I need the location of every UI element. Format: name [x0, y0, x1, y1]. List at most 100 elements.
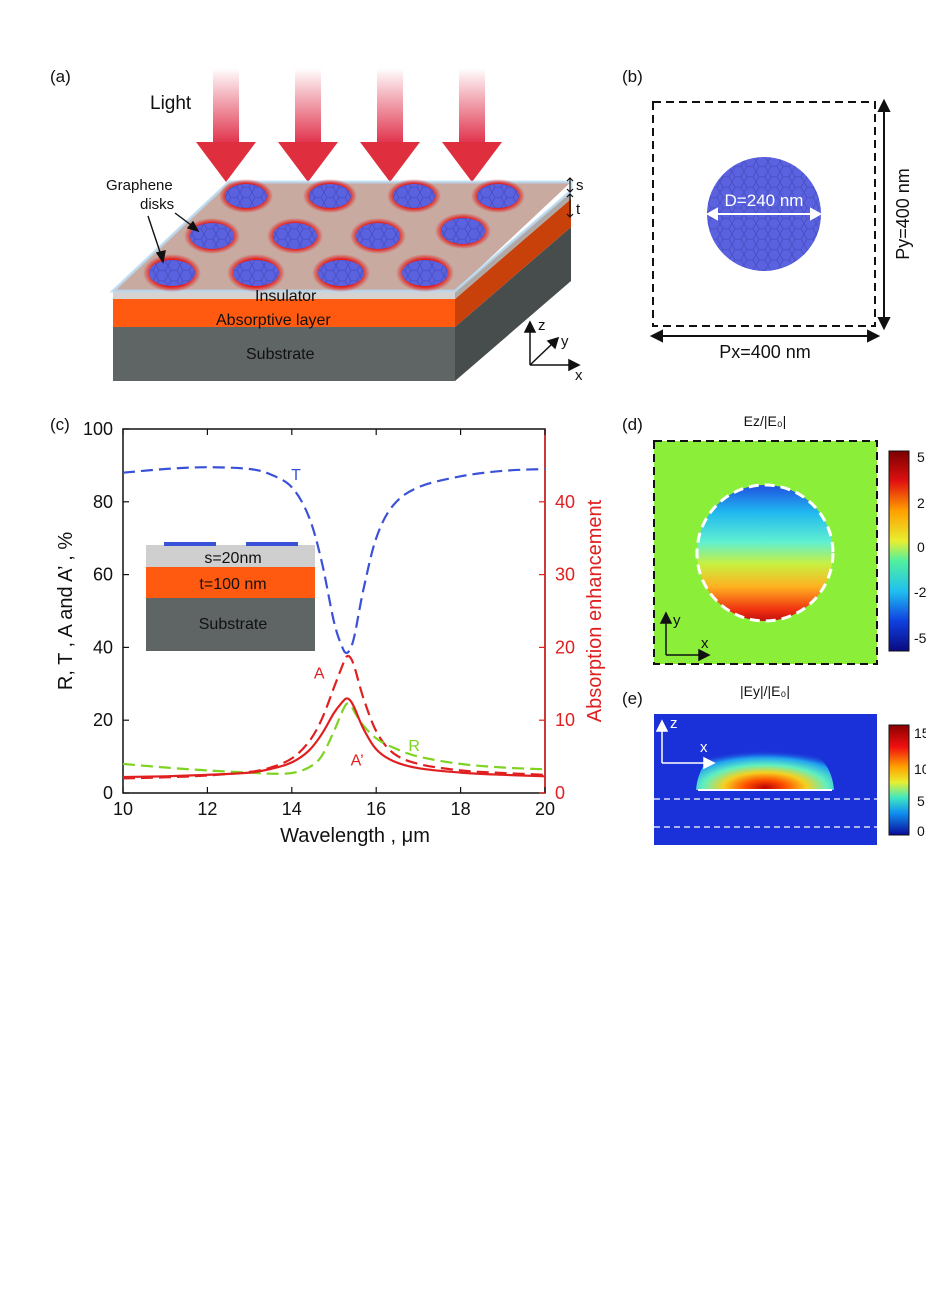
- s-label: s: [576, 177, 584, 194]
- colorbar-d-tick: 0: [917, 539, 925, 555]
- panel-label-c: (c): [50, 415, 70, 434]
- axis-x-label-e: x: [700, 739, 708, 756]
- axes-triad-a: [523, 320, 581, 372]
- panel-label-e: (e): [622, 689, 643, 708]
- colorbar-d-tick: 5: [917, 449, 925, 465]
- y-axis-label: R, T , A and A’ , %: [55, 532, 77, 690]
- x-tick-label: 12: [197, 799, 217, 819]
- graphene-disk: [267, 218, 323, 254]
- field-lobe: [696, 740, 834, 790]
- panel-d: (d) Ez/|E₀| y x 5 2 0 -2 -5: [622, 413, 926, 665]
- x-tick-label: 16: [366, 799, 386, 819]
- y2-tick-label: 0: [555, 783, 565, 803]
- graphene-disk: [184, 218, 240, 254]
- py-label: Py=400 nm: [893, 168, 913, 260]
- inset-s-label: s=20nm: [204, 550, 261, 567]
- x-ticks: 10 12 14 16 18 20: [113, 429, 555, 819]
- colorbar-e: [888, 724, 910, 836]
- panel-e-title: |Ey|/|E₀|: [740, 683, 790, 699]
- y2-ticks: 0 10 20 30 40: [539, 492, 575, 803]
- graphene-label-line2: disks: [140, 196, 174, 213]
- inset-insulator: [146, 545, 315, 567]
- panel-label-d: (d): [622, 415, 643, 434]
- curve-label: A: [314, 665, 325, 682]
- graphene-disk: [350, 218, 406, 254]
- y2-tick-label: 20: [555, 637, 575, 657]
- axis-z-label: z: [538, 317, 546, 334]
- curve-labels: T A R A’: [291, 467, 420, 770]
- graphene-disk: [312, 254, 370, 292]
- graphene-disk: [219, 179, 273, 213]
- graphene-disk: [396, 254, 454, 292]
- inset-disk: [164, 542, 216, 546]
- diameter-label: D=240 nm: [725, 191, 804, 210]
- panel-b: (b) D=240 nm Px=400 nm Py=400 nm: [622, 67, 913, 362]
- axis-z-label-e: z: [670, 715, 678, 732]
- y2-axis-label: Absorption enhancement: [584, 499, 606, 722]
- series-line-a: [122, 654, 546, 780]
- inset-substrate: [146, 598, 315, 651]
- panel-d-title: Ez/|E₀|: [744, 413, 787, 429]
- x-tick-label: 10: [113, 799, 133, 819]
- px-arrow: [649, 329, 881, 343]
- colorbar-e-tick: 5: [917, 793, 925, 809]
- panel-label-b: (b): [622, 67, 643, 86]
- graphene-disk: [435, 213, 491, 249]
- curve-label: T: [291, 467, 301, 484]
- y2-tick-label: 10: [555, 710, 575, 730]
- axis-x-label-d: x: [701, 635, 709, 652]
- field-map-boundary: [653, 440, 878, 665]
- y2-tick-label: 30: [555, 565, 575, 585]
- absorptive-layer-label: Absorptive layer: [216, 312, 331, 329]
- px-label: Px=400 nm: [719, 342, 811, 362]
- graphene-disk: [471, 179, 525, 213]
- py-arrow: [877, 98, 891, 331]
- panel-a: (a) Light: [50, 67, 584, 384]
- unit-cell-boundary: [652, 101, 876, 327]
- curve-label: R: [408, 738, 420, 755]
- colorbar-d-tick: 2: [917, 495, 925, 511]
- x-tick-label: 14: [282, 799, 302, 819]
- y-tick-label: 60: [93, 565, 113, 585]
- inset-substrate-label: Substrate: [199, 616, 268, 633]
- graphene-disks: [143, 179, 525, 292]
- axes-triad-e: [655, 719, 716, 770]
- colorbar-d-tick: -2: [914, 584, 926, 600]
- graphene-label-line1: Graphene: [106, 177, 173, 194]
- y-tick-label: 80: [93, 492, 113, 512]
- colorbar-d: [888, 450, 910, 652]
- inset-disk: [246, 542, 298, 546]
- y-tick-label: 20: [93, 710, 113, 730]
- y-ticks: 0 20 40 60 80 100: [83, 419, 129, 803]
- inset-absorptive: [146, 567, 315, 598]
- graphene-disk: [143, 254, 201, 292]
- panel-e: (e) |Ey|/|E₀| z x 15 10 5 0: [622, 683, 926, 845]
- light-label: Light: [150, 93, 192, 114]
- light-arrows: [196, 68, 502, 182]
- axes-triad-d: [659, 611, 711, 662]
- curve-label: A’: [351, 753, 364, 770]
- colorbar-e-tick: 10: [914, 761, 926, 777]
- x-tick-label: 20: [535, 799, 555, 819]
- y-tick-label: 100: [83, 419, 113, 439]
- light-arrow: [360, 68, 420, 182]
- x-axis-label: Wavelength , μm: [280, 825, 430, 847]
- axis-x-label: x: [575, 367, 583, 384]
- graphene-disk: [227, 254, 285, 292]
- device-slab: [109, 180, 573, 381]
- thickness-markers: [566, 177, 574, 218]
- disk-outline: [695, 483, 835, 623]
- y-tick-label: 40: [93, 637, 113, 657]
- substrate-label: Substrate: [246, 346, 315, 363]
- series-lines: [122, 466, 546, 780]
- layer-inset: s=20nm t=100 nm Substrate: [146, 542, 315, 651]
- light-arrow: [442, 68, 502, 182]
- t-label: t: [576, 201, 581, 218]
- axis-y-label: y: [561, 333, 569, 350]
- series-line-t: [122, 466, 546, 655]
- colorbar-e-tick: 15: [914, 725, 926, 741]
- graphene-disk: [387, 179, 441, 213]
- colorbar-e-tick: 0: [917, 823, 925, 839]
- axis-y-label-d: y: [673, 612, 681, 629]
